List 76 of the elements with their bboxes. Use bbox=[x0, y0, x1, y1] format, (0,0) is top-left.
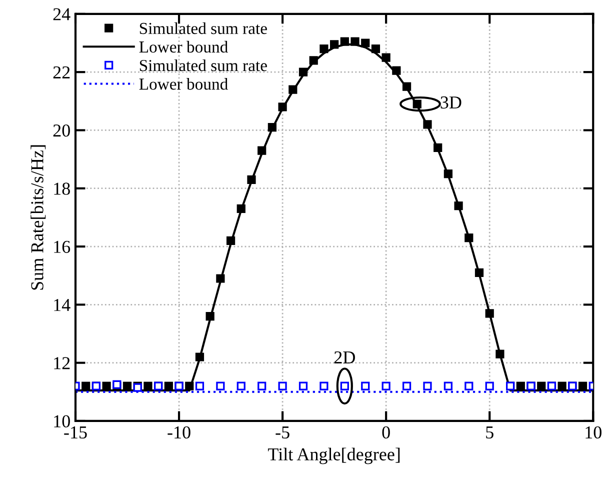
point bbox=[195, 352, 204, 362]
point bbox=[102, 382, 111, 390]
point bbox=[496, 350, 504, 358]
x-tick-label: 10 bbox=[586, 426, 602, 439]
annotation: 3D bbox=[440, 96, 462, 109]
point bbox=[464, 382, 474, 390]
point bbox=[392, 66, 401, 75]
point bbox=[412, 100, 422, 108]
point bbox=[382, 53, 390, 62]
point bbox=[516, 382, 525, 390]
point bbox=[298, 68, 308, 76]
x-tick-label: -5 bbox=[276, 426, 290, 439]
annotation: 2D bbox=[334, 351, 355, 364]
point bbox=[258, 146, 266, 155]
point bbox=[350, 37, 360, 46]
point bbox=[206, 312, 214, 321]
point bbox=[402, 82, 412, 91]
y-tick-label: 24 bbox=[53, 8, 70, 20]
y-tick-label: 12 bbox=[54, 357, 70, 370]
legend-label: Lower bound bbox=[139, 78, 228, 90]
point bbox=[226, 236, 236, 246]
y-tick-label: 14 bbox=[54, 299, 70, 311]
point bbox=[164, 382, 173, 390]
point bbox=[485, 382, 494, 390]
point bbox=[444, 170, 452, 178]
y-tick-label: 20 bbox=[53, 124, 70, 137]
x-tick-label: 0 bbox=[382, 426, 390, 439]
point bbox=[320, 382, 328, 390]
y-tick-label: 18 bbox=[54, 182, 70, 195]
point bbox=[122, 382, 132, 390]
point bbox=[485, 309, 494, 318]
point bbox=[434, 143, 442, 152]
y-axis-title: Sum Rate[bits/s/Hz] bbox=[30, 145, 46, 290]
point bbox=[288, 85, 298, 94]
point bbox=[361, 38, 370, 48]
y-tick-label: 10 bbox=[54, 415, 70, 428]
point bbox=[278, 382, 287, 390]
x-axis-title: Tilt Angle[degree] bbox=[268, 448, 400, 464]
legend-label: Simulated sum rate bbox=[140, 59, 267, 72]
point bbox=[558, 382, 566, 390]
point bbox=[309, 56, 318, 65]
legend-label: Lower bound bbox=[139, 40, 228, 53]
point bbox=[444, 382, 452, 390]
point bbox=[382, 382, 390, 390]
point bbox=[278, 102, 287, 112]
point bbox=[537, 382, 546, 390]
point bbox=[423, 382, 432, 390]
y-tick-label: 22 bbox=[53, 66, 70, 78]
x-tick-label: 5 bbox=[486, 426, 494, 439]
point bbox=[402, 382, 412, 390]
point bbox=[216, 382, 225, 390]
point bbox=[578, 382, 588, 390]
point bbox=[330, 40, 339, 49]
point bbox=[454, 202, 463, 210]
x-tick-label: -15 bbox=[64, 426, 87, 439]
point bbox=[82, 382, 90, 390]
point bbox=[185, 382, 194, 390]
point bbox=[144, 382, 152, 390]
y-tick-label: 16 bbox=[54, 240, 70, 253]
point bbox=[474, 268, 484, 277]
point bbox=[236, 204, 246, 214]
legend-label: Simulated sum rate bbox=[140, 22, 267, 34]
point bbox=[371, 44, 380, 54]
point bbox=[258, 382, 266, 390]
point bbox=[247, 175, 256, 184]
x-tick-label: -10 bbox=[168, 426, 190, 439]
point bbox=[236, 382, 246, 390]
point bbox=[195, 382, 204, 390]
point bbox=[423, 120, 432, 129]
point bbox=[320, 44, 328, 54]
point bbox=[298, 382, 308, 390]
point bbox=[361, 382, 370, 390]
point bbox=[340, 37, 349, 46]
point bbox=[216, 274, 225, 283]
point bbox=[268, 123, 277, 132]
point bbox=[464, 233, 474, 242]
